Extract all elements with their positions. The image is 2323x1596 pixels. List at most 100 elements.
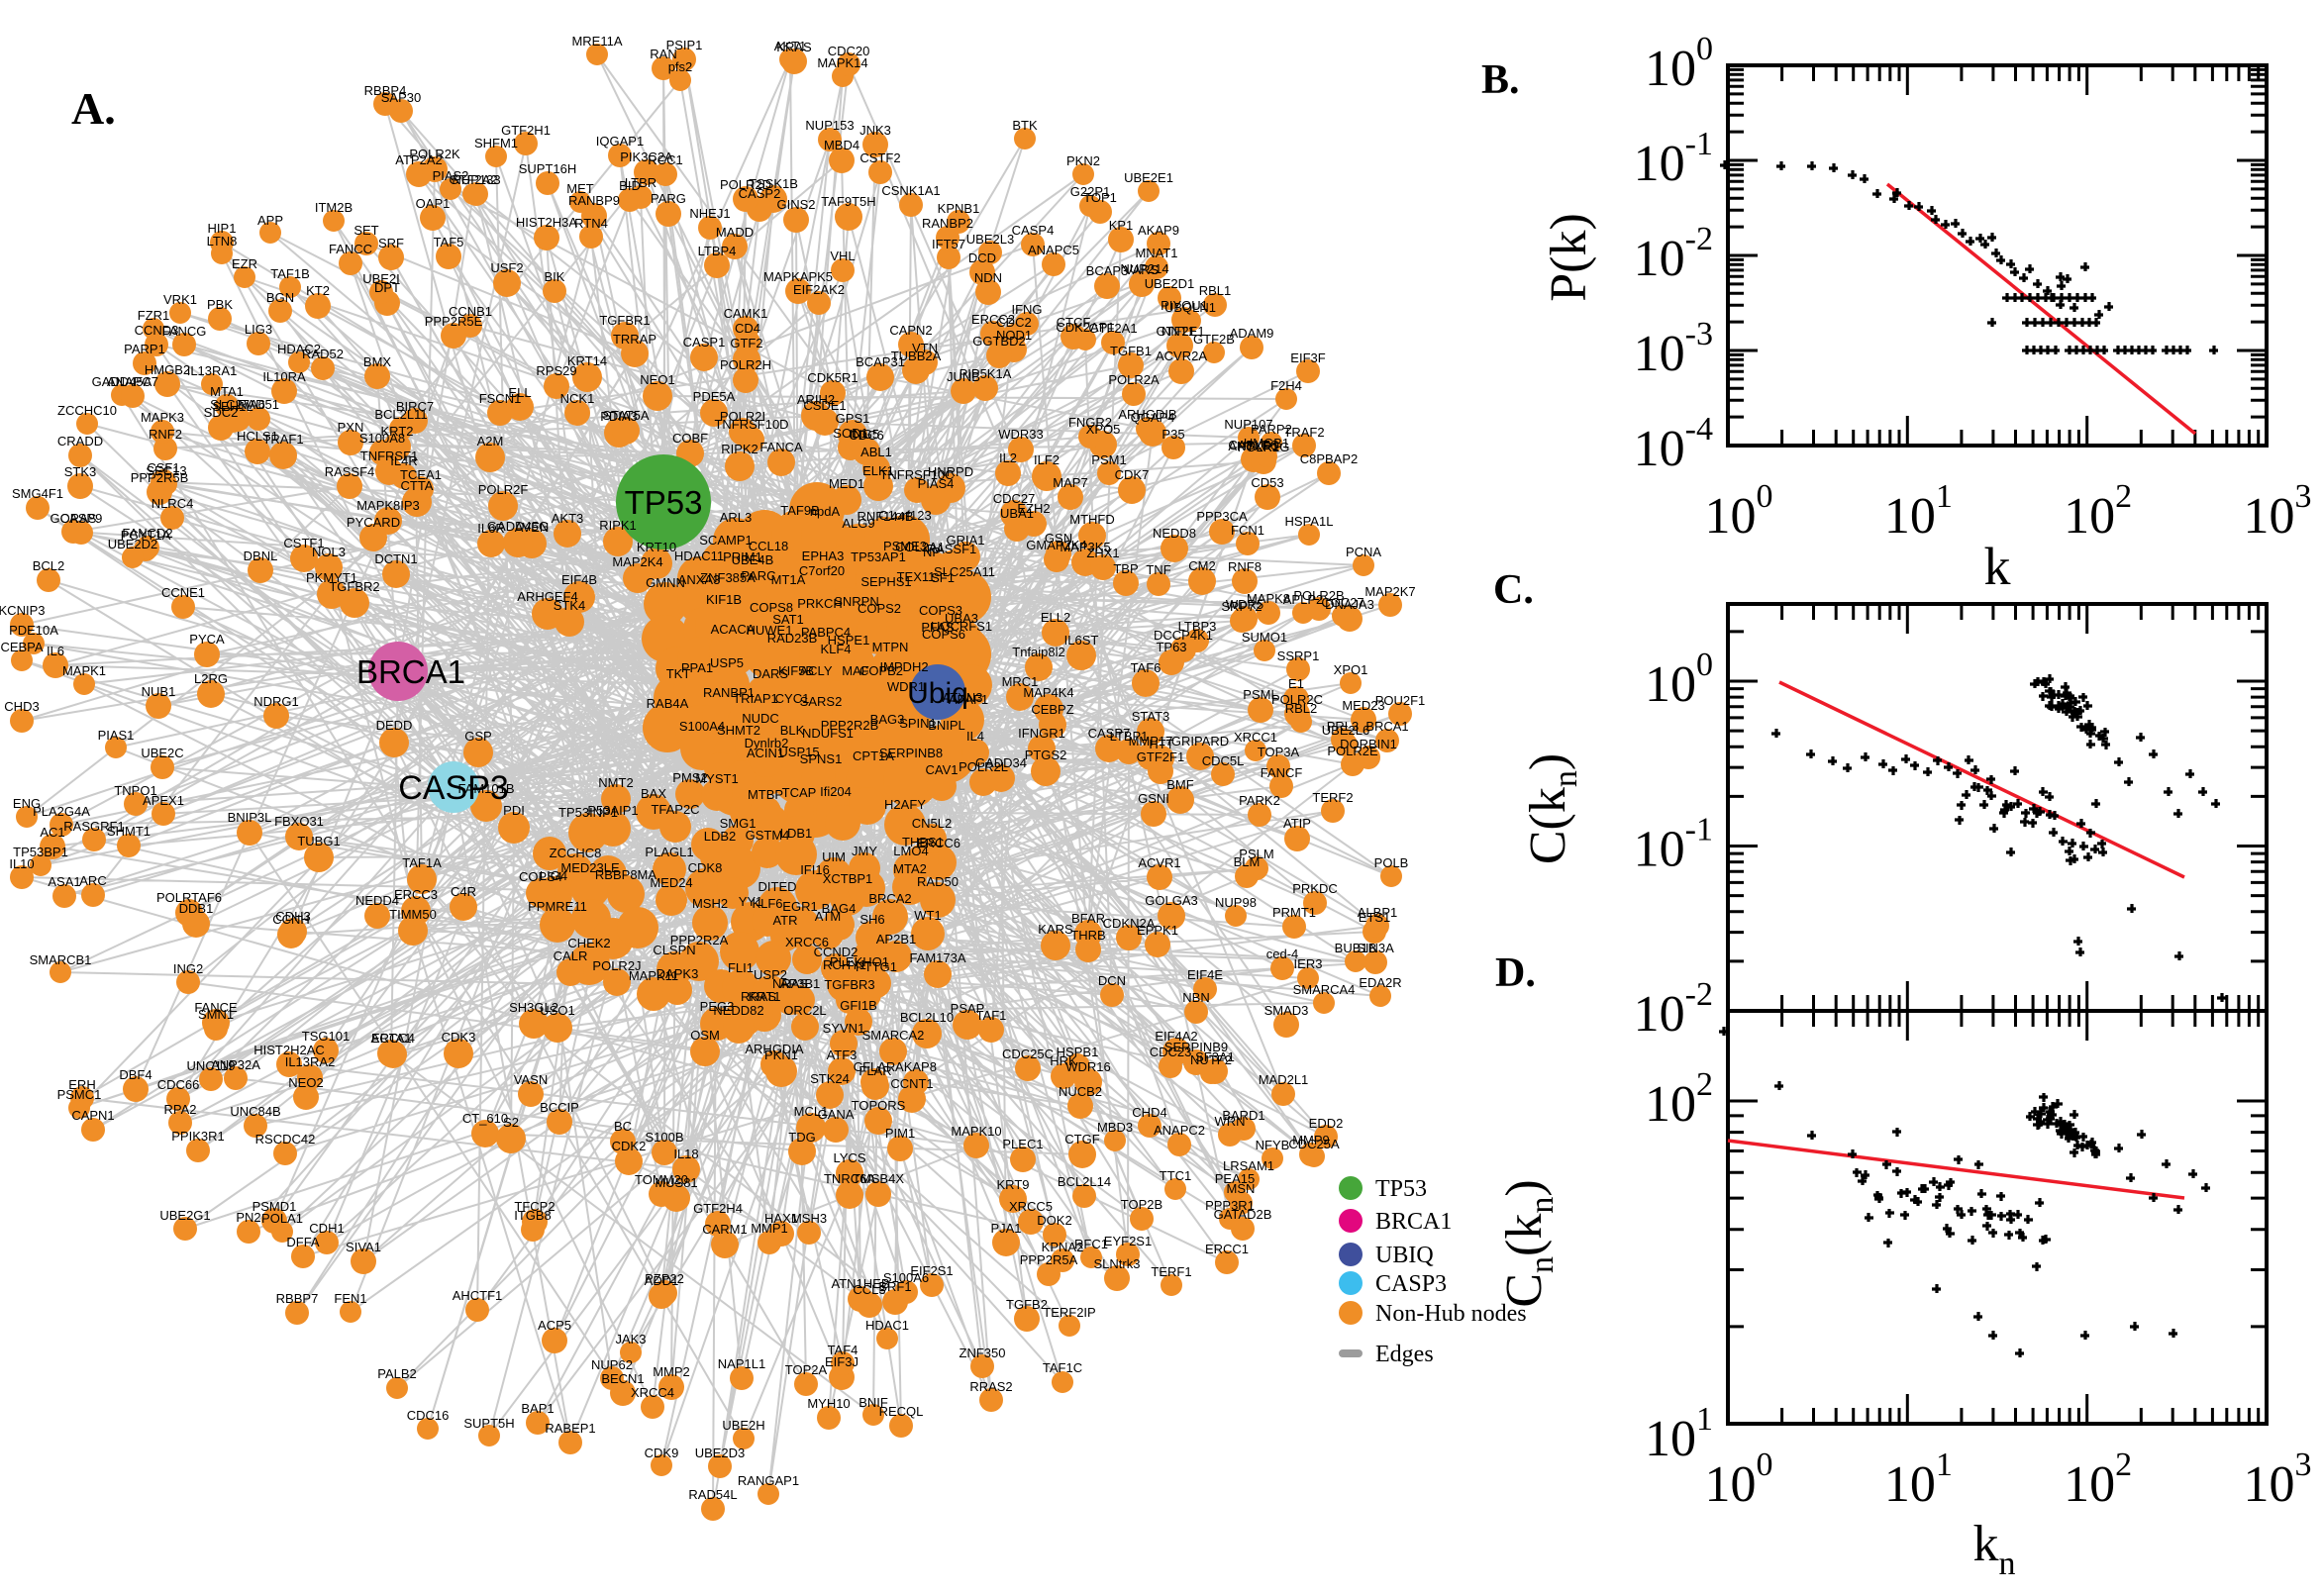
svg-text:ATP2A2: ATP2A2 bbox=[395, 152, 442, 167]
svg-text:BTK: BTK bbox=[1012, 118, 1038, 133]
svg-text:NUP98: NUP98 bbox=[1215, 895, 1257, 910]
svg-text:NNT1: NNT1 bbox=[1162, 324, 1195, 339]
svg-text:TERF2IP: TERF2IP bbox=[1043, 1305, 1095, 1320]
svg-text:PCYT1A: PCYT1A bbox=[121, 528, 171, 543]
svg-text:MRE11A: MRE11A bbox=[571, 34, 622, 49]
svg-text:PPP2R2A: PPP2R2A bbox=[670, 933, 729, 948]
svg-text:AKAP8: AKAP8 bbox=[895, 1059, 937, 1074]
svg-text:PPP3R1: PPP3R1 bbox=[1205, 1198, 1255, 1213]
svg-text:PKMYT1: PKMYT1 bbox=[306, 570, 357, 585]
svg-text:BID: BID bbox=[619, 178, 641, 193]
svg-text:EZH2: EZH2 bbox=[1017, 501, 1050, 516]
svg-text:MTA1: MTA1 bbox=[210, 384, 244, 399]
svg-text:UBE2D3: UBE2D3 bbox=[695, 1446, 746, 1460]
svg-text:FSCN1: FSCN1 bbox=[479, 391, 522, 406]
svg-text:MAF: MAF bbox=[842, 663, 869, 678]
svg-text:THRB: THRB bbox=[1070, 928, 1105, 943]
svg-text:PPA1: PPA1 bbox=[681, 660, 713, 675]
svg-text:ASA1: ASA1 bbox=[48, 874, 80, 889]
svg-text:JUNB: JUNB bbox=[947, 369, 980, 384]
svg-text:CTGF: CTGF bbox=[1064, 1132, 1099, 1147]
svg-text:BRCA1: BRCA1 bbox=[356, 653, 465, 690]
svg-text:CDK3: CDK3 bbox=[442, 1030, 476, 1045]
svg-text:KRT1: KRT1 bbox=[749, 989, 781, 1004]
svg-text:TIMM50: TIMM50 bbox=[389, 907, 437, 922]
svg-text:MAPKAPK5: MAPKAPK5 bbox=[763, 269, 833, 284]
svg-text:WDR16: WDR16 bbox=[1065, 1059, 1111, 1074]
svg-text:SRF: SRF bbox=[378, 236, 404, 250]
svg-text:AVEN: AVEN bbox=[515, 520, 549, 535]
svg-text:DPT: DPT bbox=[374, 280, 400, 295]
svg-text:ERH: ERH bbox=[68, 1077, 95, 1092]
svg-text:RAB4A: RAB4A bbox=[647, 696, 689, 711]
svg-text:Dynlrb2: Dynlrb2 bbox=[745, 736, 789, 750]
svg-text:C8PBAP2: C8PBAP2 bbox=[1300, 451, 1359, 466]
svg-text:P35: P35 bbox=[1162, 427, 1184, 442]
svg-text:QGAP4: QGAP4 bbox=[1131, 410, 1175, 425]
svg-text:TCEA1: TCEA1 bbox=[400, 467, 442, 482]
svg-text:UNC84B: UNC84B bbox=[230, 1104, 280, 1119]
svg-text:NUB1: NUB1 bbox=[142, 684, 176, 699]
svg-text:PFAS: PFAS bbox=[921, 620, 955, 635]
svg-text:AP2B1: AP2B1 bbox=[876, 932, 916, 947]
svg-text:CHD3: CHD3 bbox=[4, 699, 39, 714]
svg-text:TFCP2: TFCP2 bbox=[514, 1199, 555, 1214]
svg-text:GSP: GSP bbox=[464, 729, 491, 744]
svg-text:ATXN3: ATXN3 bbox=[943, 690, 983, 705]
svg-text:ACVR2A: ACVR2A bbox=[1156, 349, 1207, 363]
svg-text:S100A4: S100A4 bbox=[679, 719, 725, 734]
svg-text:BRCA2: BRCA2 bbox=[868, 891, 911, 906]
svg-text:RNF2: RNF2 bbox=[149, 427, 182, 442]
svg-text:DDB1: DDB1 bbox=[179, 901, 214, 916]
svg-text:CABLES: CABLES bbox=[1228, 438, 1279, 452]
svg-text:TGFB2: TGFB2 bbox=[1006, 1297, 1048, 1312]
svg-text:DITED: DITED bbox=[758, 879, 797, 894]
svg-text:CRADD: CRADD bbox=[57, 434, 103, 449]
svg-text:CTCF: CTCF bbox=[1057, 315, 1091, 330]
svg-text:STK3: STK3 bbox=[64, 464, 97, 479]
svg-text:WT1: WT1 bbox=[914, 908, 941, 923]
svg-text:UBA3: UBA3 bbox=[945, 611, 978, 626]
svg-text:CAV1: CAV1 bbox=[926, 762, 959, 777]
svg-text:NUTF2: NUTF2 bbox=[1190, 1052, 1232, 1067]
svg-text:CDK2AP1: CDK2AP1 bbox=[1056, 320, 1114, 335]
svg-text:TP53INP1: TP53INP1 bbox=[558, 805, 618, 820]
svg-text:PIYOU1: PIYOU1 bbox=[1161, 298, 1208, 313]
svg-text:DAPK3: DAPK3 bbox=[656, 966, 699, 981]
svg-text:IL10: IL10 bbox=[9, 856, 34, 871]
svg-text:KLF6: KLF6 bbox=[752, 896, 782, 911]
svg-text:POLB: POLB bbox=[1374, 855, 1409, 870]
svg-text:RIPK1: RIPK1 bbox=[599, 518, 637, 533]
svg-text:BLM: BLM bbox=[1234, 854, 1261, 869]
svg-text:TNF: TNF bbox=[1146, 562, 1170, 577]
svg-text:NEDD4: NEDD4 bbox=[355, 893, 399, 908]
svg-text:ING2: ING2 bbox=[173, 961, 203, 976]
svg-text:LTBP1: LTBP1 bbox=[1110, 729, 1149, 744]
svg-text:CHEK2: CHEK2 bbox=[567, 936, 610, 950]
svg-text:RSCDC42: RSCDC42 bbox=[255, 1132, 316, 1147]
svg-text:TOP2B: TOP2B bbox=[1121, 1197, 1162, 1212]
svg-text:BRCA1: BRCA1 bbox=[1375, 1209, 1452, 1235]
svg-text:FLI1: FLI1 bbox=[728, 960, 754, 975]
svg-text:USP15: USP15 bbox=[778, 745, 819, 759]
svg-text:TP63: TP63 bbox=[1156, 640, 1186, 654]
svg-text:MAP2K4: MAP2K4 bbox=[612, 554, 662, 569]
svg-text:CASP9: CASP9 bbox=[60, 511, 103, 526]
svg-text:ELL: ELL bbox=[508, 385, 531, 400]
svg-text:RAD52: RAD52 bbox=[302, 347, 344, 361]
svg-text:COPS8: COPS8 bbox=[750, 600, 793, 615]
svg-text:GTF2E1: GTF2E1 bbox=[1156, 324, 1204, 339]
svg-text:PLEC1: PLEC1 bbox=[1002, 1137, 1043, 1151]
svg-text:RNF144B: RNF144B bbox=[857, 509, 913, 524]
svg-text:SARS2: SARS2 bbox=[800, 694, 843, 709]
svg-text:NRAS: NRAS bbox=[772, 976, 808, 991]
svg-text:ACVR1: ACVR1 bbox=[1138, 855, 1180, 870]
svg-text:TOP1: TOP1 bbox=[1083, 190, 1117, 205]
svg-text:CCNT1: CCNT1 bbox=[890, 1076, 933, 1091]
svg-text:COPS6: COPS6 bbox=[922, 627, 965, 642]
svg-text:POLR2G: POLR2G bbox=[1238, 440, 1290, 454]
svg-text:XRCC5: XRCC5 bbox=[1009, 1199, 1053, 1214]
svg-text:MUS81: MUS81 bbox=[655, 1175, 697, 1190]
svg-text:GTF2F1: GTF2F1 bbox=[1137, 749, 1184, 764]
svg-text:C4R: C4R bbox=[451, 884, 476, 899]
